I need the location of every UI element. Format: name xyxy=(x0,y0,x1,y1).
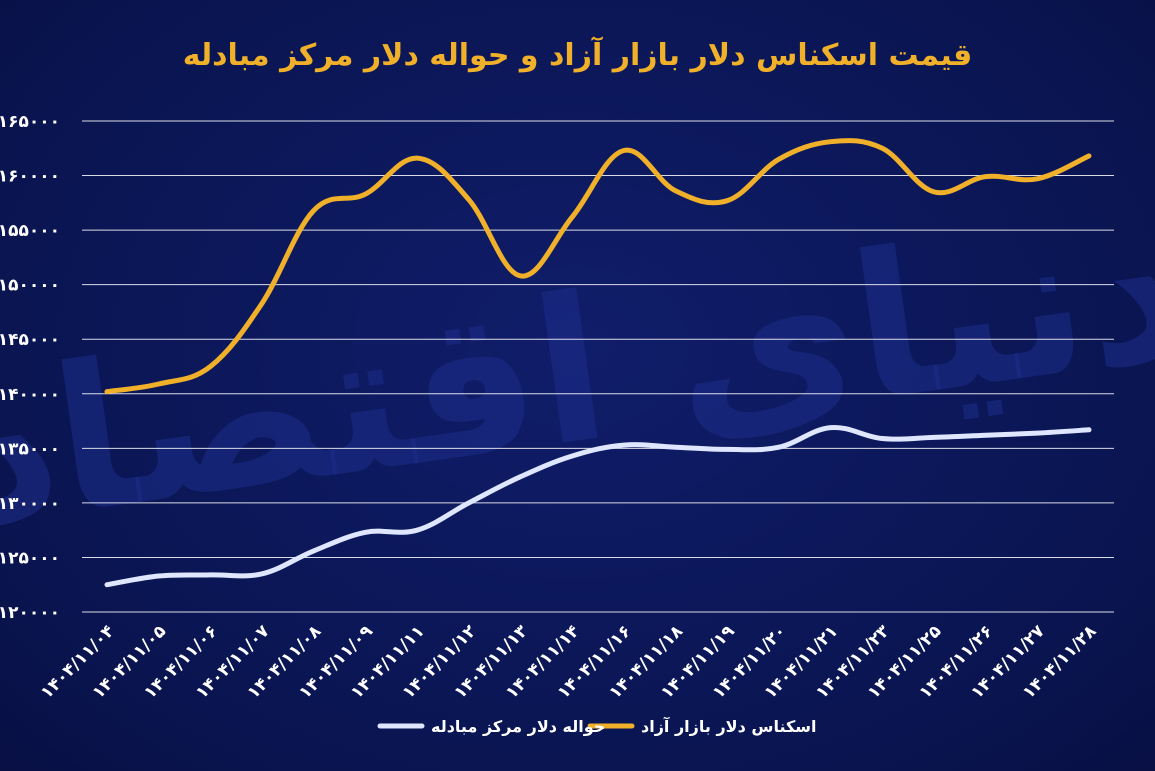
watermark-text: دنیای اقتصاد xyxy=(0,170,1155,574)
chart-title: قیمت اسکناس دلار بازار آزاد و حواله دلار… xyxy=(182,38,973,73)
watermark: دنیای اقتصاد xyxy=(0,170,1155,574)
y-tick-label: ۱۳۰۰۰۰ xyxy=(0,494,60,514)
grid-lines xyxy=(82,120,1114,613)
legend-label: حواله دلار مرکز مبادله xyxy=(431,717,605,736)
series-lines xyxy=(104,138,1092,588)
y-tick-label: ۱۳۵۰۰۰ xyxy=(0,439,60,459)
y-tick-label: ۱۶۰۰۰۰ xyxy=(0,167,60,187)
y-tick-label: ۱۲۰۰۰۰ xyxy=(0,603,60,623)
series-line-1 xyxy=(104,138,1092,395)
series-line-2 xyxy=(104,425,1092,588)
y-tick-label: ۱۶۵۰۰۰ xyxy=(0,112,60,132)
y-tick-label: ۱۵۰۰۰۰ xyxy=(0,276,60,296)
y-tick-label: ۱۴۰۰۰۰ xyxy=(0,385,60,405)
y-tick-label: ۱۴۵۰۰۰ xyxy=(0,330,60,350)
y-axis-ticks: ۱۲۰۰۰۰ ۱۲۵۰۰۰ ۱۳۰۰۰۰ ۱۳۵۰۰۰ ۱۴۰۰۰۰ ۱۴۵۰۰۰ ۱۵۰۰… xyxy=(0,112,60,623)
y-tick-label: ۱۵۵۰۰۰ xyxy=(0,221,60,241)
y-tick-label: ۱۲۵۰۰۰ xyxy=(0,548,60,568)
x-axis-ticks: ۱۴۰۴/۱۱/۰۴۱۴۰۴/۱۱/۰۵۱۴۰۴/۱۱/۰۶۱۴۰۴/۱۱/۰۷… xyxy=(37,621,1101,703)
legend-label: اسکناس دلار بازار آزاد xyxy=(641,716,817,736)
legend: اسکناس دلار بازار آزاد حواله دلار مرکز مب… xyxy=(377,716,817,736)
